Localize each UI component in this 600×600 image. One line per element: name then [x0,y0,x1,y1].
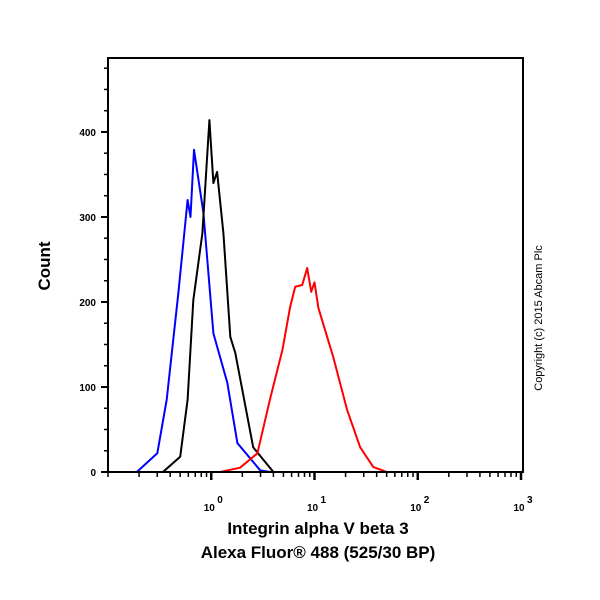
x-tick-label: 10 [204,503,216,514]
x-tick-label: 10 [410,503,422,514]
x-tick-exponent: 1 [321,495,327,506]
y-tick-label: 0 [90,468,96,479]
x-tick-exponent: 2 [424,495,430,506]
x-axis-label-line2: Alexa Fluor® 488 (525/30 BP) [201,543,436,562]
y-tick-label: 200 [79,298,96,309]
y-tick-label: 100 [79,383,96,394]
y-axis-label: Count [35,241,54,290]
x-tick-exponent: 0 [217,495,223,506]
y-tick-label: 300 [79,213,96,224]
x-tick-exponent: 3 [527,495,533,506]
x-axis-label-line1: Integrin alpha V beta 3 [227,519,408,538]
series-line-1 [108,119,521,473]
x-tick-label: 10 [307,503,319,514]
series-line-0 [108,148,521,473]
series-line-2 [108,267,521,473]
y-tick-label: 400 [79,128,96,139]
series-layer [108,119,521,473]
copyright-annotation: Copyright (c) 2015 Abcam Plc [533,245,545,391]
x-tick-label: 10 [513,503,525,514]
plot-frame [107,57,524,473]
